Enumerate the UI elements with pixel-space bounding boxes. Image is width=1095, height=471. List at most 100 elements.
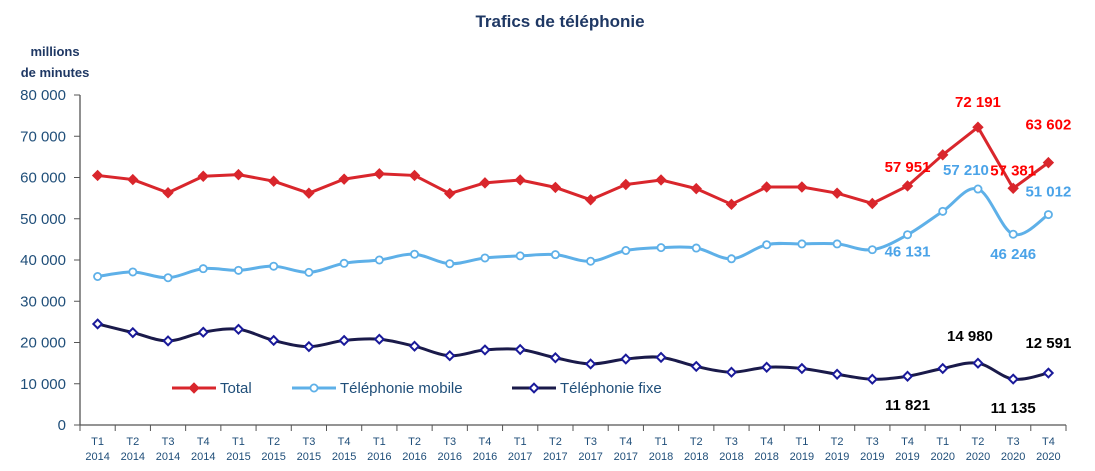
legend-item-mobile: Téléphonie mobile [292,380,463,397]
x-tick-label-quarter: T1 [232,436,245,448]
data-point [973,184,983,194]
x-tick-label-year: 2016 [473,451,497,463]
data-point [690,182,702,195]
x-tick-label-year: 2014 [121,451,145,463]
x-tick-label-quarter: T2 [126,436,139,448]
x-tick-label-quarter: T2 [549,436,562,448]
data-point [620,178,632,191]
x-tick-label-year: 2016 [402,451,426,463]
x-tick-label-year: 2015 [332,451,356,463]
data-point [1042,156,1055,169]
data-label-total: 63 602 [1025,117,1071,134]
x-tick-label-quarter: T3 [866,436,879,448]
legend-label: Total [220,380,252,397]
data-point [796,181,808,193]
data-point [303,187,315,199]
data-label-fixe: 14 980 [947,328,993,345]
y-tick-label: 70 000 [20,128,66,145]
data-point [339,258,349,268]
y-tick-label: 80 000 [20,87,66,104]
data-point [188,382,200,394]
data-point [901,370,914,382]
x-tick-label-year: 2019 [895,451,919,463]
y-tick-label: 10 000 [20,376,66,393]
data-label-mobile: 51 012 [1025,184,1071,201]
data-point [586,256,596,266]
data-point [937,362,949,375]
data-point [938,206,948,216]
data-point [867,245,877,255]
x-tick-label-quarter: T1 [655,436,668,448]
data-point [198,264,208,274]
x-tick-label-year: 2015 [297,451,321,463]
x-tick-label-quarter: T2 [972,436,985,448]
series-line-fixe [97,322,1049,381]
data-point [479,177,491,189]
y-tick-label: 20 000 [20,335,66,352]
x-tick-label-quarter: T3 [302,436,315,448]
data-point [549,181,562,194]
x-tick-label-year: 2016 [367,451,391,463]
x-tick-label-quarter: T3 [443,436,456,448]
data-point [762,240,772,250]
data-point [690,360,702,373]
x-tick-label-quarter: T4 [338,436,351,448]
x-tick-label-year: 2014 [156,451,180,463]
x-tick-label-quarter: T4 [760,436,773,448]
data-point [444,349,456,362]
x-tick-label-year: 2020 [931,451,955,463]
x-tick-label-quarter: T2 [408,436,421,448]
x-tick-label-year: 2020 [1036,451,1060,463]
data-point [127,326,139,339]
x-tick-label-year: 2017 [578,451,602,463]
y-tick-label: 60 000 [20,170,66,187]
data-label-mobile: 57 210 [943,162,989,179]
x-tick-label-quarter: T1 [936,436,949,448]
data-point [374,255,384,265]
series-line-mobile [97,187,1050,280]
data-label-fixe: 11 135 [991,400,1036,417]
x-tick-label-quarter: T1 [91,436,104,448]
data-point [91,169,104,182]
data-point [1043,210,1053,220]
data-point [691,243,701,253]
x-tick-label-quarter: T3 [584,436,597,448]
data-point [797,239,807,249]
chart-title: Trafics de téléphonie [475,12,644,31]
series-total [91,121,1055,211]
legend: Total Téléphonie mobile Téléphonie fixe [172,380,662,397]
data-point [1042,367,1055,379]
data-point [760,181,773,193]
data-point [162,187,174,199]
data-point [162,335,174,347]
data-point [972,121,984,133]
x-tick-label-year: 2018 [719,451,743,463]
x-tick-label-quarter: T1 [373,436,386,448]
data-point [725,366,738,378]
data-point [866,197,879,210]
data-point [408,169,421,182]
data-label-total: 57 381 [990,162,1036,179]
y-axis-label-line2: de minutes [21,65,90,80]
data-point [267,175,280,187]
data-point [232,168,245,181]
x-tick-label-quarter: T2 [690,436,703,448]
data-point [197,170,209,182]
x-tick-label-year: 2017 [508,451,532,463]
data-label-mobile: 46 246 [990,246,1036,263]
x-tick-label-year: 2015 [261,451,285,463]
x-tick-label-year: 2015 [226,451,250,463]
legend-label: Téléphonie mobile [340,380,463,397]
data-point [1007,373,1019,385]
data-point [338,173,350,185]
data-point [91,318,104,330]
data-label-fixe: 12 591 [1025,335,1071,352]
data-label-total: 57 951 [885,159,931,176]
data-point [831,187,843,199]
series-line-total [97,125,1050,206]
data-point [267,334,280,347]
x-tick-label-year: 2014 [85,451,109,463]
y-axis-label-line1: millions [30,44,79,59]
y-tick-label: 40 000 [20,252,66,269]
